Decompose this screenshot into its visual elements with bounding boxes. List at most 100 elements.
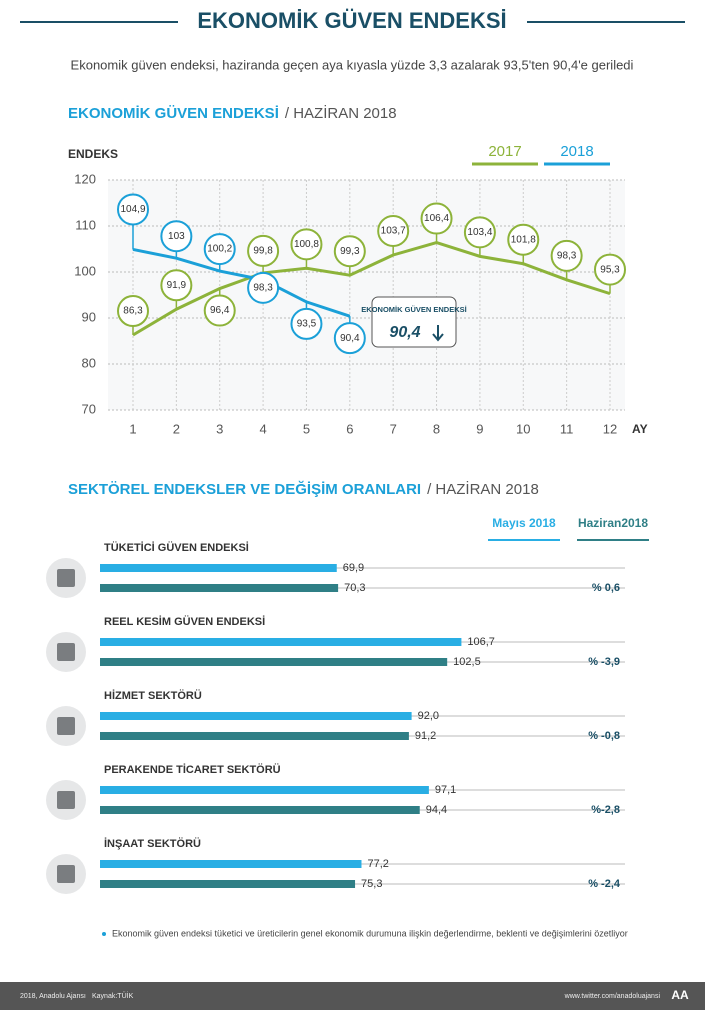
- value-bubble: [290, 228, 323, 261]
- value-label: 69,9: [343, 562, 364, 574]
- value-label: 103,7: [381, 226, 406, 237]
- value-label: 99,3: [340, 246, 360, 257]
- value-label: 95,3: [600, 264, 620, 275]
- y-axis-label: ENDEKS: [68, 147, 118, 161]
- value-label: 101,8: [511, 234, 536, 245]
- value-label: 75,3: [361, 878, 382, 890]
- value-label: 94,4: [426, 804, 447, 816]
- bar: [100, 658, 448, 666]
- value-bubble: [203, 233, 236, 266]
- value-label: 103,4: [467, 227, 492, 238]
- x-tick-label: 8: [433, 421, 440, 436]
- annotation-value: 90,4: [389, 324, 420, 341]
- value-label: 98,3: [253, 282, 273, 293]
- change-label: % -3,9: [588, 656, 620, 668]
- x-tick-label: 6: [346, 421, 353, 436]
- value-label: 104,9: [120, 204, 145, 215]
- value-label: 91,2: [415, 730, 436, 742]
- value-label: 98,3: [557, 250, 577, 261]
- x-tick-label: 2: [173, 421, 180, 436]
- sector-icon-glyph: [57, 569, 75, 587]
- bar: [100, 584, 339, 592]
- bar: [100, 880, 356, 888]
- footnote-bullet: [102, 932, 106, 936]
- value-bubble: [594, 253, 626, 286]
- value-label: 97,1: [435, 784, 456, 796]
- value-label: 91,9: [167, 280, 187, 291]
- value-label: 86,3: [123, 306, 143, 317]
- change-label: %-2,8: [591, 804, 620, 816]
- y-tick-label: 110: [75, 217, 96, 232]
- footnote: Ekonomik güven endeksi tüketici ve üreti…: [112, 928, 628, 938]
- change-label: % -2,4: [588, 878, 621, 890]
- value-bubble: [117, 193, 149, 226]
- sector-icon-glyph: [57, 865, 75, 883]
- annotation-text: EKONOMİK GÜVEN ENDEKSİ: [361, 305, 466, 314]
- footer-logo: AA: [671, 988, 689, 1002]
- y-tick-label: 90: [82, 309, 96, 324]
- section-title: EKONOMİK GÜVEN ENDEKSİ / HAZİRAN 2018: [68, 104, 397, 122]
- value-label: 77,2: [367, 858, 388, 870]
- value-bubble: [550, 239, 583, 272]
- y-tick-label: 100: [74, 263, 96, 278]
- change-label: % -0,8: [588, 730, 620, 742]
- legend-label: Mayıs 2018: [492, 516, 556, 530]
- value-label: 106,7: [467, 636, 495, 648]
- value-bubble: [160, 269, 193, 302]
- sector-icon-glyph: [57, 791, 75, 809]
- value-bubble: [333, 322, 366, 355]
- value-label: 90,4: [340, 333, 360, 344]
- footer-bar: [0, 982, 705, 1010]
- footer-source: Kaynak:TÜİK: [92, 991, 134, 1000]
- bar: [100, 712, 412, 720]
- footer-copyright: 2018, Anadolu Ajansı: [20, 993, 86, 1000]
- bar: [100, 638, 462, 646]
- category-label: REEL KESİM GÜVEN ENDEKSİ: [104, 615, 265, 628]
- x-tick-label: 12: [603, 421, 617, 436]
- value-label: 106,4: [424, 213, 449, 224]
- x-axis-label: AY: [632, 422, 648, 436]
- value-bubble: [507, 223, 540, 256]
- value-bubble: [377, 214, 410, 247]
- page-subtitle: Ekonomik güven endeksi, haziranda geçen …: [71, 57, 634, 72]
- value-bubble: [463, 216, 496, 249]
- value-bubble: [117, 295, 149, 328]
- title: EKONOMİK GÜVEN ENDEKSİ: [68, 105, 279, 122]
- y-tick-label: 70: [82, 401, 96, 416]
- value-label: 96,4: [210, 305, 230, 316]
- value-label: 102,5: [453, 656, 481, 668]
- footer-twitter: www.twitter.com/anadoluajansi: [564, 993, 661, 1000]
- category-label: İNŞAAT SEKTÖRÜ: [104, 837, 201, 850]
- value-label: 103: [168, 231, 185, 242]
- legend-label: 2018: [560, 143, 593, 160]
- annotation-box: [371, 296, 457, 348]
- category-label: PERAKENDE TİCARET SEKTÖRÜ: [104, 763, 281, 776]
- sector-icon-glyph: [57, 643, 75, 661]
- legend-label: 2017: [488, 143, 521, 160]
- value-bubble: [247, 271, 280, 304]
- value-bubble: [333, 235, 366, 268]
- section-title: SEKTÖREL ENDEKSLER VE DEĞİŞİM ORANLARI / …: [68, 480, 539, 498]
- value-label: 92,0: [418, 710, 439, 722]
- y-tick-label: 80: [82, 355, 96, 370]
- category-label: HİZMET SEKTÖRÜ: [104, 689, 202, 702]
- period: / HAZİRAN 2018: [285, 104, 397, 122]
- title: SEKTÖREL ENDEKSLER VE DEĞİŞİM ORANLARI: [68, 480, 421, 498]
- period: / HAZİRAN 2018: [427, 480, 539, 498]
- value-bubble: [203, 294, 236, 327]
- legend-label: Haziran2018: [578, 516, 648, 530]
- value-bubble: [247, 234, 280, 267]
- x-tick-label: 5: [303, 421, 310, 436]
- change-label: % 0,6: [592, 582, 620, 594]
- y-tick-label: 120: [74, 171, 96, 186]
- x-tick-label: 7: [390, 421, 397, 436]
- bar: [100, 786, 429, 794]
- value-label: 70,3: [344, 582, 365, 594]
- page-title: EKONOMİK GÜVEN ENDEKSİ: [197, 8, 506, 33]
- bar: [100, 806, 420, 814]
- series-line: [132, 247, 351, 318]
- series-line: [132, 240, 611, 337]
- plot-background: [108, 180, 625, 410]
